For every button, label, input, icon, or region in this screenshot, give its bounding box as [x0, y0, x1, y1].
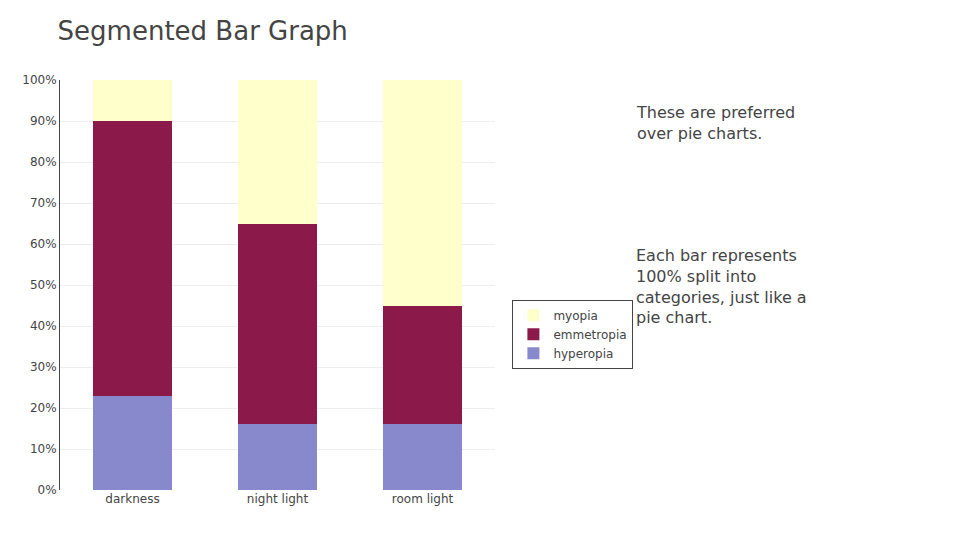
svg-text:20%: 20%: [30, 401, 57, 415]
svg-text:room light: room light: [392, 492, 454, 506]
svg-text:myopia: myopia: [553, 309, 597, 323]
svg-text:darkness: darkness: [105, 492, 159, 506]
svg-text:90%: 90%: [30, 114, 57, 128]
svg-text:Each bar represents100% split: Each bar represents100% split intocatego…: [636, 246, 807, 327]
svg-text:hyperopia: hyperopia: [553, 347, 613, 361]
svg-text:30%: 30%: [30, 360, 57, 374]
svg-text:100%: 100%: [22, 73, 56, 87]
svg-text:emmetropia: emmetropia: [553, 328, 626, 342]
svg-text:0%: 0%: [38, 483, 57, 497]
svg-text:10%: 10%: [30, 442, 57, 456]
svg-text:80%: 80%: [30, 155, 57, 169]
svg-text:70%: 70%: [30, 196, 57, 210]
svg-text:50%: 50%: [30, 278, 57, 292]
svg-text:40%: 40%: [30, 319, 57, 333]
svg-text:night light: night light: [247, 492, 309, 506]
svg-text:60%: 60%: [30, 237, 57, 251]
svg-text:Segmented Bar Graph: Segmented Bar Graph: [58, 16, 348, 46]
svg-text:These are preferredover pie ch: These are preferredover pie charts.: [636, 103, 795, 143]
